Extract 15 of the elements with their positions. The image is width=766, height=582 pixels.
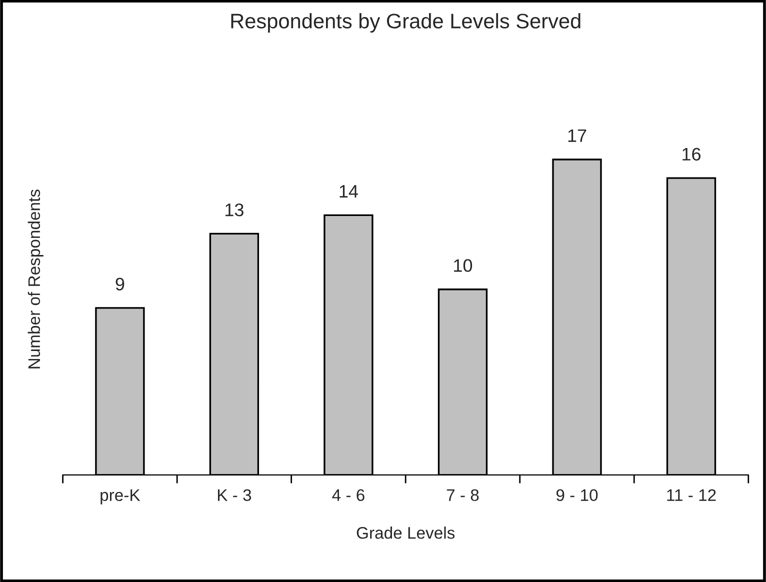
x-tick-label: 9 - 10 [556,489,598,502]
data-label: 10 [454,259,472,272]
data-label: 14 [340,185,358,198]
y-axis-title: Number of Respondents [28,190,44,368]
chart-title: Respondents by Grade Levels Served [231,13,580,33]
data-label: 16 [682,148,700,161]
x-tick-label: 11 - 12 [667,489,716,501]
x-tick-label: 7 - 8 [446,489,479,502]
x-tick-label: K - 3 [218,489,252,502]
x-tick-label: pre-K [100,489,140,504]
x-tick-label: 4 - 6 [332,489,364,502]
data-label: 17 [568,129,586,142]
data-label: 13 [226,203,244,216]
x-axis-title: Grade Levels [356,526,455,539]
data-label: 9 [116,278,124,290]
